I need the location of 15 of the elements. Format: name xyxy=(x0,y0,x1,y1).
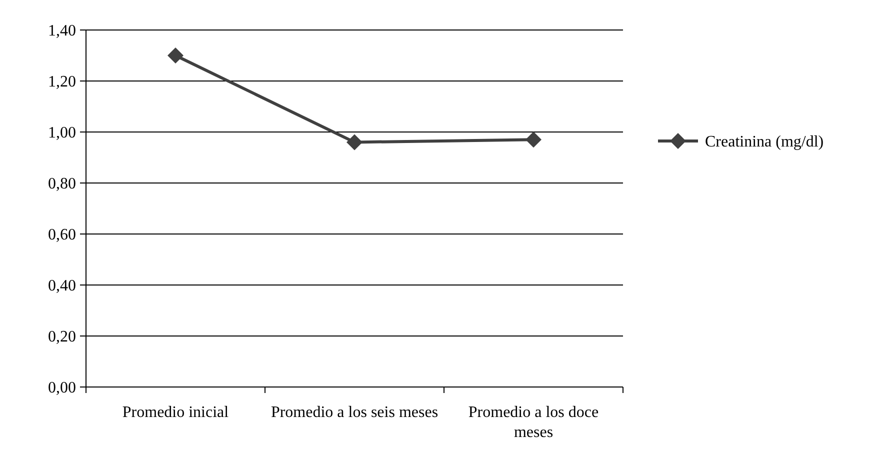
y-tick-label: 0,00 xyxy=(48,380,76,397)
y-tick-label: 0,40 xyxy=(48,278,76,295)
y-tick-label: 1,40 xyxy=(48,22,76,40)
y-tick-label: 0,60 xyxy=(48,226,76,244)
legend-label: Creatinina (mg/dl) xyxy=(705,134,824,151)
point xyxy=(168,48,184,64)
y-tick-label: 0,80 xyxy=(48,176,76,193)
point xyxy=(346,134,362,150)
point xyxy=(526,132,542,148)
x-tick-label: Promedio a los seis meses xyxy=(270,404,438,421)
y-tick-label: 1,00 xyxy=(48,124,76,142)
x-tick-label: Promedio a los doce meses xyxy=(468,404,599,441)
y-tick-label: 0,20 xyxy=(48,328,76,346)
y-tick-label: 1,20 xyxy=(48,74,76,91)
x-tick-label: Promedio inicial xyxy=(122,404,230,421)
